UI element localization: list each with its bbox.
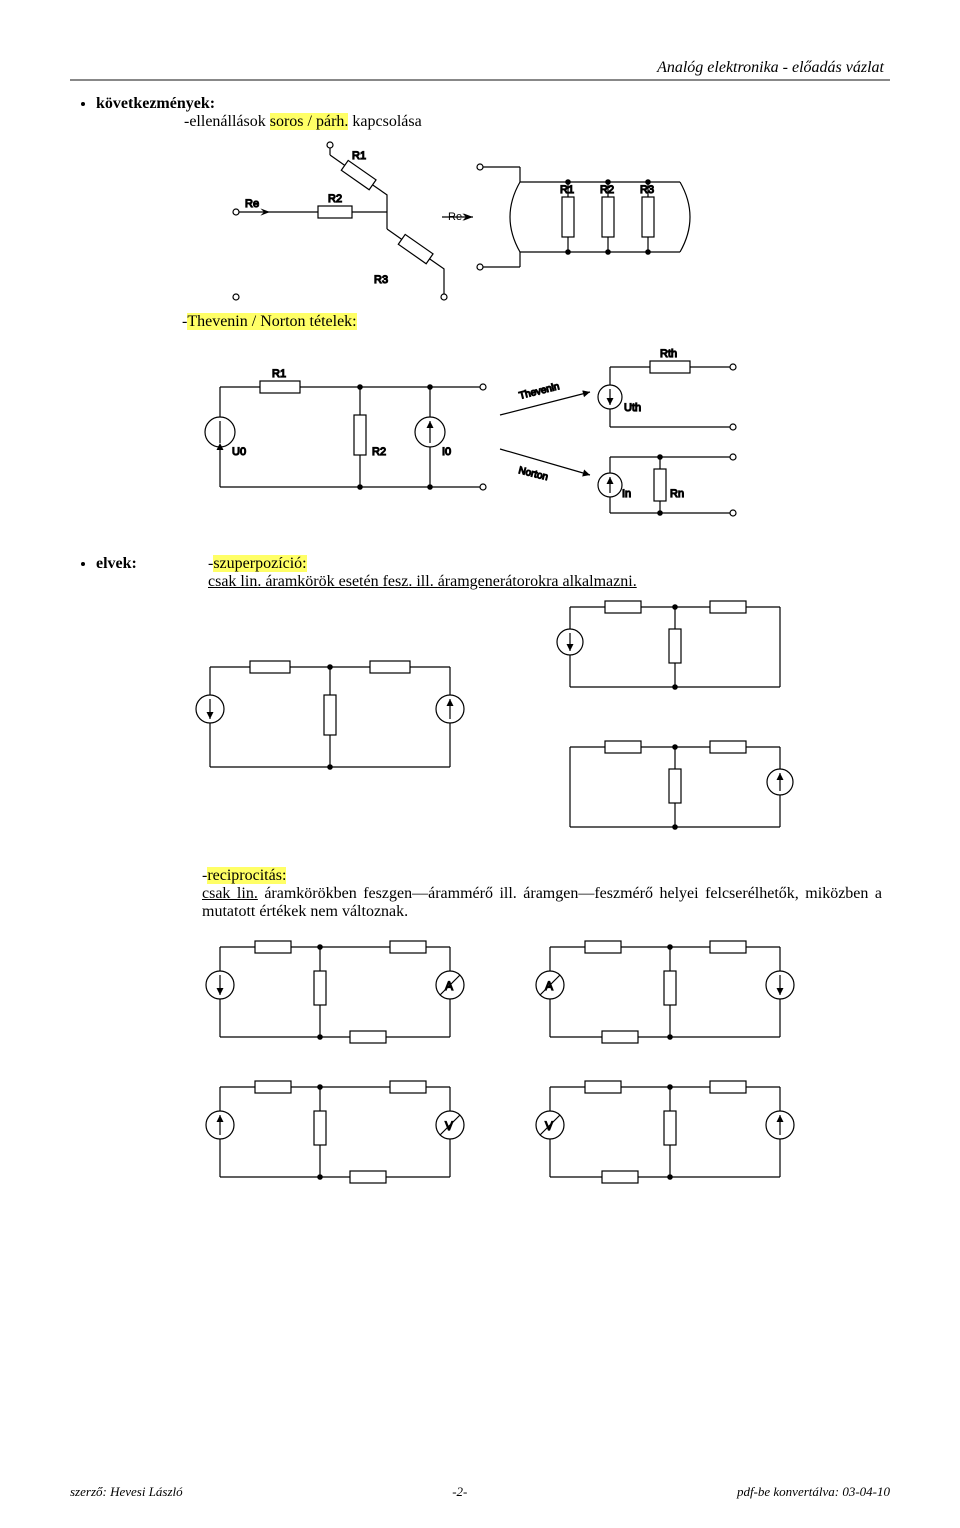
d1-R1: R1 <box>352 150 366 162</box>
d1p-R2: R2 <box>600 184 614 196</box>
d1-R3-1: R3 <box>374 274 388 286</box>
thev-label: Thevenin / Norton tételek: <box>187 313 356 330</box>
diagram-series-parallel: R1 Re R2 R3 <box>190 137 750 307</box>
bullet-kovetkezmenyek: következmények: -ellenállások soros / pá… <box>96 95 890 131</box>
recip-title: reciprocitás: <box>207 867 286 884</box>
d1p-R3: R3 <box>640 184 654 196</box>
d2-thevenin: Thevenin <box>518 381 561 402</box>
kov-line1-hl: soros / párh. <box>270 113 349 130</box>
szuperpoz-line: -szuperpozíció: <box>208 555 637 573</box>
diagram-reciprocity: A A <box>190 927 830 1187</box>
d2-Rth: Rth <box>660 348 677 360</box>
elvek-label: elvek: <box>96 555 208 573</box>
d2-I0: I0 <box>442 446 451 458</box>
d2-norton: Norton <box>517 465 549 483</box>
diagram-szuperpoz <box>190 597 830 847</box>
page-header: Analóg elektronika - előadás vázlat <box>70 59 890 80</box>
kov-line1-b: kapcsolása <box>348 113 421 130</box>
footer-left: szerző: Hevesi László <box>70 1484 183 1500</box>
recip-title-line: -reciprocitás: <box>202 867 890 885</box>
sz-title: szuperpozíció: <box>213 555 306 572</box>
d1p-R1: R1 <box>560 184 574 196</box>
page-footer: szerző: Hevesi László pdf-be konvertálva… <box>70 1484 890 1500</box>
thevenin-label-line: -Thevenin / Norton tételek: <box>182 313 890 331</box>
footer-right: pdf-be konvertálva: 03-04-10 <box>737 1484 890 1500</box>
d1-Re-1: Re <box>245 198 259 210</box>
sz-sub: csak lin. áramkörök esetén fesz. ill. ár… <box>208 573 637 590</box>
d2-Uth: Uth <box>624 402 641 414</box>
kov-line1-a: -ellenállások <box>184 113 270 130</box>
d1-R2-1: R2 <box>328 193 342 205</box>
diagram-thevenin-norton: R1 U0 R2 I0 <box>190 337 850 537</box>
d2-Rn: Rn <box>670 488 684 500</box>
recip-block: -reciprocitás: csak lin. csak lin. áramk… <box>202 867 890 921</box>
bullet-elvek: elvek: -szuperpozíció: csak lin. áramkör… <box>96 555 890 591</box>
d2-In: In <box>622 488 631 500</box>
d2-R1: R1 <box>272 368 286 380</box>
recip-text: csak lin. csak lin. áramkörökben feszgen… <box>202 885 882 921</box>
d2-U0: U0 <box>232 446 246 458</box>
d2-R2: R2 <box>372 446 386 458</box>
kov-title: következmények: <box>96 95 215 112</box>
kov-line1: -ellenállások soros / párh. kapcsolása <box>184 113 890 131</box>
